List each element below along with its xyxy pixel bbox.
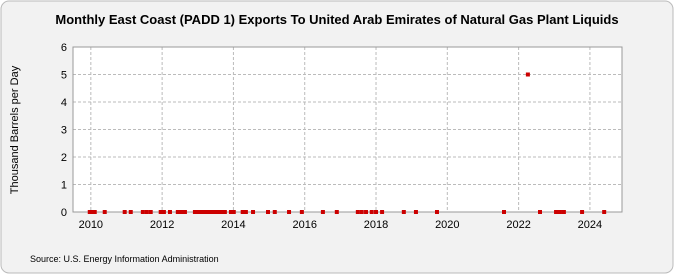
point — [216, 210, 221, 214]
point — [334, 210, 339, 214]
y-tick-label: 1 — [61, 180, 67, 192]
point — [158, 210, 163, 214]
point — [272, 210, 277, 214]
point — [557, 210, 562, 214]
point — [369, 210, 374, 214]
point — [140, 210, 145, 214]
x-tick-label: 2020 — [435, 219, 459, 231]
point — [89, 210, 94, 214]
point — [148, 210, 153, 214]
point — [213, 210, 218, 214]
point — [161, 210, 166, 214]
point — [167, 210, 172, 214]
y-tick-label: 5 — [61, 70, 67, 82]
point — [201, 210, 206, 214]
x-tick-label: 2012 — [150, 219, 174, 231]
point — [502, 210, 507, 214]
point — [102, 210, 107, 214]
point — [380, 210, 385, 214]
point — [374, 210, 379, 214]
point — [240, 210, 245, 214]
y-tick-label: 6 — [61, 42, 67, 54]
point — [602, 210, 607, 214]
point — [401, 210, 406, 214]
x-tick-label: 2022 — [506, 219, 530, 231]
point — [231, 210, 236, 214]
point — [434, 210, 439, 214]
point — [561, 210, 566, 214]
point — [128, 210, 133, 214]
point — [207, 210, 212, 214]
point — [266, 210, 271, 214]
y-tick-label: 0 — [61, 207, 67, 219]
point — [228, 210, 233, 214]
plot-border — [72, 46, 623, 213]
point — [299, 210, 304, 214]
point — [364, 210, 369, 214]
y-axis-label: Thousand Barrels per Day — [9, 65, 21, 194]
point — [122, 210, 127, 214]
point — [525, 72, 530, 77]
x-tick-label: 2016 — [292, 219, 316, 231]
point — [287, 210, 292, 214]
point — [182, 210, 187, 214]
point — [355, 210, 360, 214]
x-tick-label: 2024 — [578, 219, 602, 231]
y-tick-label: 4 — [61, 97, 67, 109]
point — [538, 210, 543, 214]
point — [580, 210, 585, 214]
source: Source: U.S. Energy Information Administ… — [30, 254, 219, 264]
point — [92, 210, 97, 214]
point — [243, 210, 248, 214]
point — [554, 210, 559, 214]
y-tick-label: 2 — [61, 152, 67, 164]
point — [204, 210, 209, 214]
point — [175, 210, 180, 214]
point — [413, 210, 418, 214]
point — [359, 210, 364, 214]
point — [210, 210, 215, 214]
point — [198, 210, 203, 214]
point — [195, 210, 200, 214]
point — [320, 210, 325, 214]
point — [192, 210, 197, 214]
chart-title: Monthly East Coast (PADD 1) Exports To U… — [55, 12, 618, 27]
x-tick-label: 2018 — [364, 219, 388, 231]
x-tick-label: 2010 — [79, 219, 103, 231]
point — [87, 210, 92, 214]
y-tick-label: 3 — [61, 125, 67, 137]
point — [222, 210, 227, 214]
point — [179, 210, 184, 214]
point — [251, 210, 256, 214]
point — [144, 210, 149, 214]
x-tick-label: 2014 — [221, 219, 245, 231]
point — [220, 210, 225, 214]
